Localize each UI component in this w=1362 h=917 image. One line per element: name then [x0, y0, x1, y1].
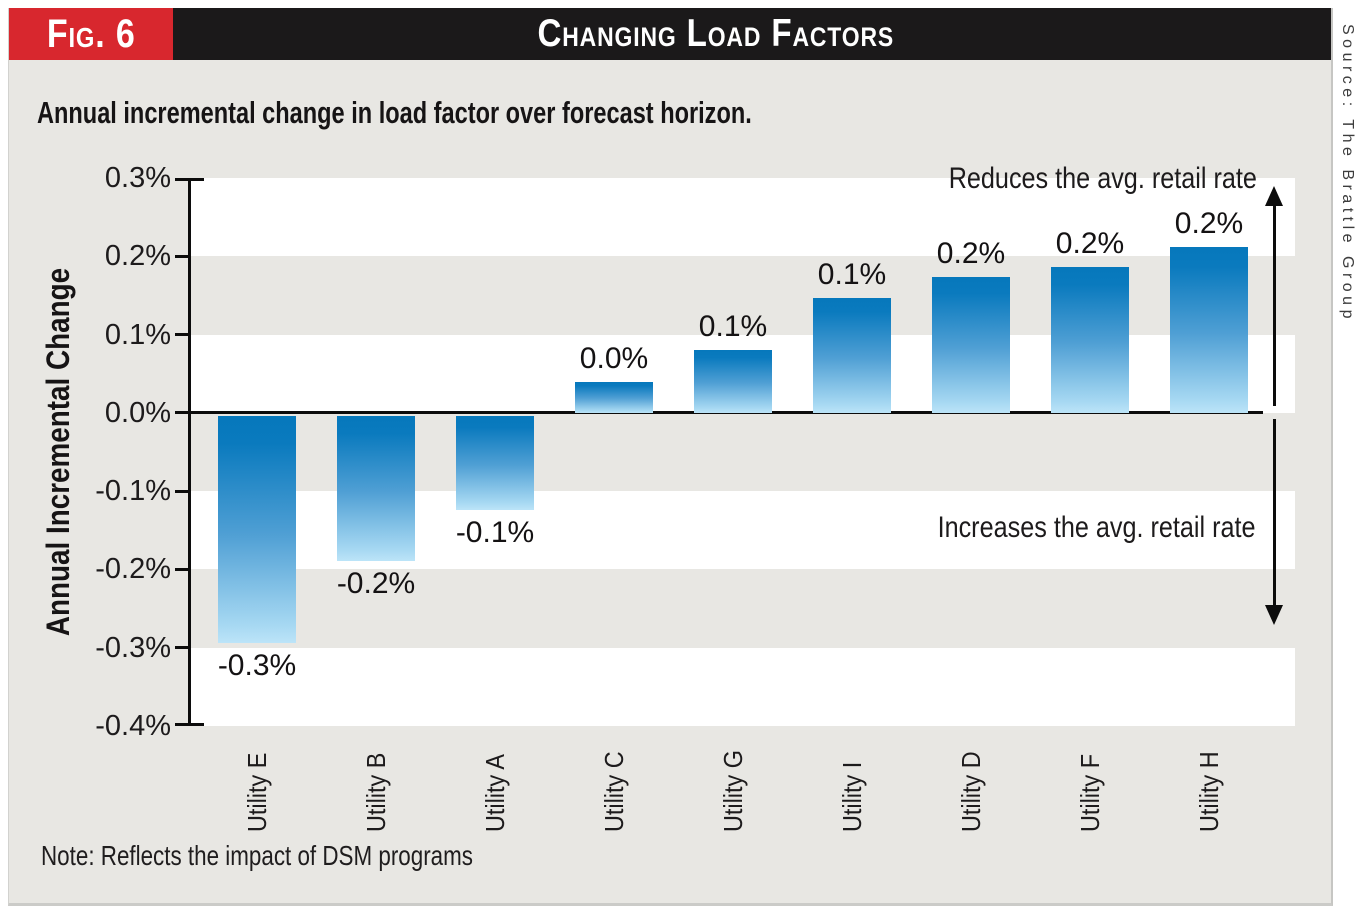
y-tick-label: 0.2% — [104, 240, 171, 273]
grid-band — [191, 647, 1295, 726]
bar-value-label: 0.0% — [579, 341, 649, 375]
y-tick-mark — [175, 646, 188, 650]
bar-value-label: 0.2% — [1174, 206, 1244, 240]
bar-value-label: 0.1% — [817, 257, 887, 291]
figure-title: Changing Load Factors — [537, 12, 895, 55]
title-bar: Changing Load Factors — [173, 8, 1331, 60]
bar — [575, 381, 653, 413]
x-category-label: Utility I — [837, 761, 867, 832]
x-category-label: Utility E — [242, 752, 272, 832]
bar — [218, 415, 296, 643]
figure-number-label: Fig. 6 — [46, 11, 136, 56]
y-tick-label: -0.1% — [95, 475, 171, 508]
bar — [1170, 246, 1248, 413]
annotation-increases: Increases the avg. retail rate — [938, 511, 1256, 544]
plot-area: Reduces the avg. retail rate Increases t… — [95, 162, 1295, 832]
bar — [813, 297, 891, 413]
bar-value-label: 0.1% — [698, 310, 768, 344]
annotation-reduces: Reduces the avg. retail rate — [948, 162, 1257, 195]
y-tick-mark — [175, 489, 188, 493]
bar — [337, 415, 415, 561]
y-tick-label: 0.3% — [104, 162, 171, 194]
zero-axis-line — [191, 411, 1263, 415]
y-tick-mark — [175, 333, 188, 337]
x-category-label: Utility C — [599, 751, 629, 832]
figure-note: Note: Reflects the impact of DSM program… — [41, 840, 473, 871]
y-axis-cap-bottom — [188, 723, 204, 726]
up-arrow-line — [1273, 204, 1276, 406]
y-tick-mark — [175, 411, 188, 415]
bar — [932, 276, 1010, 413]
down-arrow-line — [1273, 419, 1276, 605]
x-category-label: Utility D — [956, 751, 986, 832]
figure-number-badge: Fig. 6 — [9, 8, 173, 60]
bar-value-label: -0.1% — [455, 515, 535, 549]
figure-header: Fig. 6 Changing Load Factors — [9, 8, 1331, 60]
y-axis-cap-top — [188, 178, 204, 181]
bar — [694, 350, 772, 413]
x-category-label: Utility B — [361, 752, 391, 832]
y-tick-label: 0.1% — [104, 318, 171, 351]
x-category-label: Utility H — [1194, 751, 1224, 832]
grid-band — [191, 178, 1295, 257]
y-tick-label: -0.4% — [95, 710, 171, 742]
bar — [1051, 267, 1129, 413]
bar-value-label: -0.2% — [336, 566, 416, 600]
y-axis-title: Annual Incremental Change — [40, 267, 76, 637]
y-tick-label: -0.2% — [95, 553, 171, 586]
bar-value-label: 0.2% — [936, 236, 1006, 270]
y-tick-label: -0.3% — [95, 631, 171, 664]
y-tick-mark — [175, 178, 188, 181]
x-category-label: Utility G — [718, 750, 748, 832]
x-category-label: Utility A — [480, 753, 510, 832]
bar-value-label: -0.3% — [217, 648, 297, 682]
y-tick-mark — [175, 567, 188, 571]
figure-panel: Fig. 6 Changing Load Factors Annual incr… — [8, 8, 1333, 906]
source-credit: Source: The Brattle Group — [1339, 24, 1356, 323]
bar — [456, 415, 534, 510]
up-arrow-icon — [1265, 186, 1283, 206]
down-arrow-icon — [1265, 605, 1283, 625]
bar-value-label: 0.2% — [1055, 227, 1125, 261]
y-axis-line — [188, 178, 191, 726]
y-tick-mark — [175, 254, 188, 258]
y-tick-label: 0.0% — [104, 396, 171, 429]
x-category-label: Utility F — [1075, 753, 1105, 832]
y-tick-mark — [175, 723, 188, 726]
figure-subtitle: Annual incremental change in load factor… — [37, 95, 752, 130]
